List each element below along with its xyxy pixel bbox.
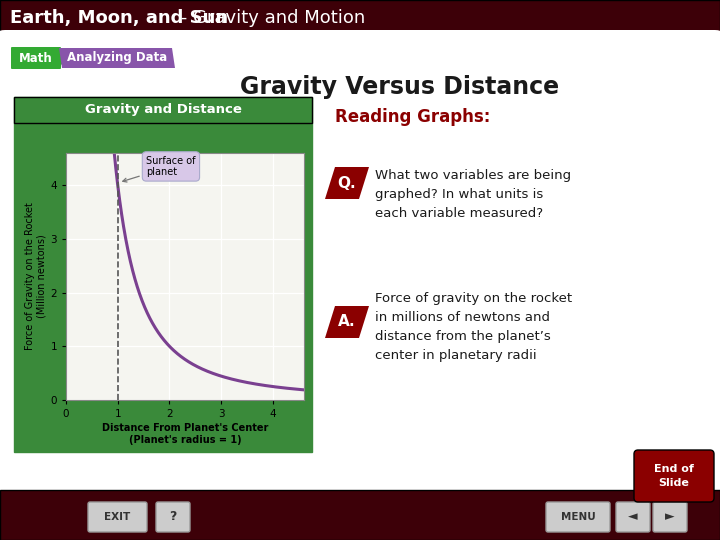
Polygon shape [58,48,68,68]
FancyBboxPatch shape [156,502,190,532]
X-axis label: Distance From Planet's Center
(Planet's radius = 1): Distance From Planet's Center (Planet's … [102,423,268,445]
Text: ◄: ◄ [628,510,638,523]
FancyBboxPatch shape [546,502,610,532]
Text: Reading Graphs:: Reading Graphs: [335,108,490,126]
Text: - Gravity and Motion: - Gravity and Motion [175,9,365,27]
Text: Gravity and Distance: Gravity and Distance [84,104,241,117]
Text: Math: Math [19,51,53,64]
Text: A.: A. [338,314,356,329]
Text: End of
Slide: End of Slide [654,464,694,488]
Polygon shape [59,48,175,68]
FancyBboxPatch shape [0,490,720,540]
FancyBboxPatch shape [11,47,61,69]
FancyBboxPatch shape [88,502,147,532]
Text: Surface of
planet: Surface of planet [123,156,196,182]
FancyBboxPatch shape [14,97,312,123]
Text: Gravity Versus Distance: Gravity Versus Distance [240,75,559,99]
Text: What two variables are being
graphed? In what units is
each variable measured?: What two variables are being graphed? In… [375,169,571,220]
Text: ►: ► [665,510,675,523]
Polygon shape [325,306,369,338]
Text: Analyzing Data: Analyzing Data [67,51,167,64]
Text: EXIT: EXIT [104,512,130,522]
Y-axis label: Force of Gravity on the Rocket
(Million newtons): Force of Gravity on the Rocket (Million … [24,202,46,350]
FancyBboxPatch shape [616,502,650,532]
FancyBboxPatch shape [653,502,687,532]
FancyBboxPatch shape [634,450,714,502]
FancyBboxPatch shape [0,0,720,35]
Text: Q.: Q. [338,176,356,191]
Text: ?: ? [169,510,176,523]
Text: Force of gravity on the rocket
in millions of newtons and
distance from the plan: Force of gravity on the rocket in millio… [375,292,572,362]
Polygon shape [325,167,369,199]
FancyBboxPatch shape [0,30,720,504]
FancyBboxPatch shape [14,97,312,452]
Text: Earth, Moon, and Sun: Earth, Moon, and Sun [10,9,228,27]
Text: MENU: MENU [561,512,595,522]
